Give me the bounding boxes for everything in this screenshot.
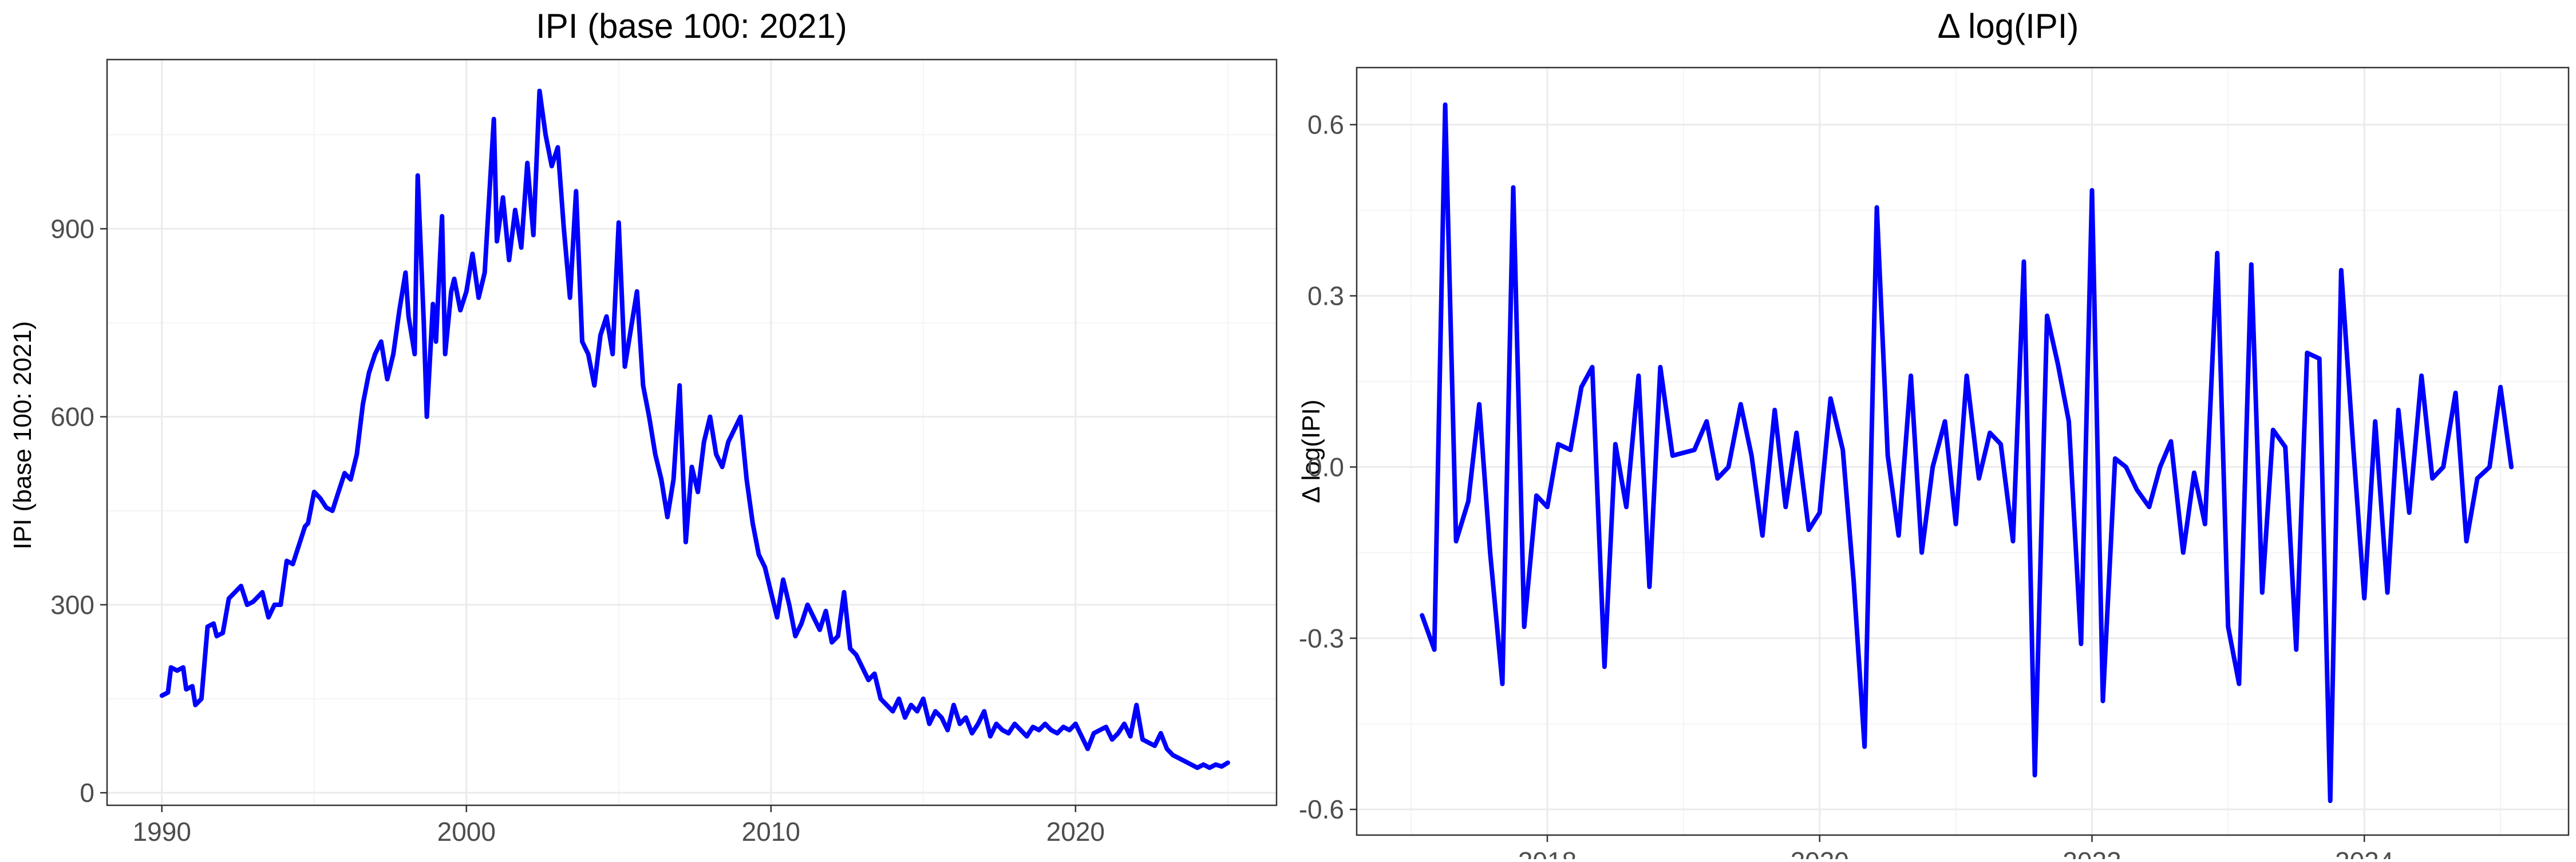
x-tick-label: 2020	[1791, 847, 1849, 859]
y-tick-label: 0	[80, 778, 94, 808]
y-tick-label: 0.6	[1307, 110, 1344, 140]
series-line	[159, 88, 1230, 770]
series-line	[1420, 102, 2514, 804]
chart-title: IPI (base 100: 2021)	[536, 7, 847, 45]
panel-ipi-level: IPI (base 100: 2021) IPI (base 100: 2021…	[9, 7, 1278, 847]
y-axis-label: IPI (base 100: 2021)	[9, 321, 37, 550]
y-tick-label: 900	[50, 214, 94, 243]
gridlines	[1357, 68, 2569, 835]
y-tick-label: -0.3	[1299, 623, 1344, 653]
chart-title: Δ log(IPI)	[1938, 7, 2079, 45]
x-tick-label: 2022	[2063, 847, 2121, 859]
y-tick-label: -0.6	[1299, 794, 1344, 824]
y-tick-label: 0.0	[1307, 452, 1344, 482]
y-tick-label: 0.3	[1307, 281, 1344, 311]
y-tick-label: 600	[50, 402, 94, 432]
x-tick-label: 2018	[1518, 847, 1577, 859]
gridlines	[107, 60, 1277, 805]
x-tick-label: 2000	[437, 817, 496, 847]
plot-frame	[106, 58, 1278, 806]
y-tick-label: 300	[50, 590, 94, 620]
panel-dlog-ipi: Δ log(IPI) Δ log(IPI) 2018 2020 2022 2024 -0…	[1297, 7, 2570, 862]
x-tick-label: 2010	[742, 817, 800, 847]
x-tick-label: 1990	[133, 817, 191, 847]
x-tick-label: 2020	[1046, 817, 1105, 847]
axes: 2018 2020 2022 2024 -0.6 -0.3 0.0 0.3 0.6	[1299, 110, 2394, 862]
axes: 1990 2000 2010 2020 0 300 600 900	[50, 214, 1105, 847]
plot-frame	[1356, 66, 2570, 836]
x-tick-label: 2024	[2335, 847, 2393, 859]
y-axis-label: Δ log(IPI)	[1297, 399, 1325, 503]
